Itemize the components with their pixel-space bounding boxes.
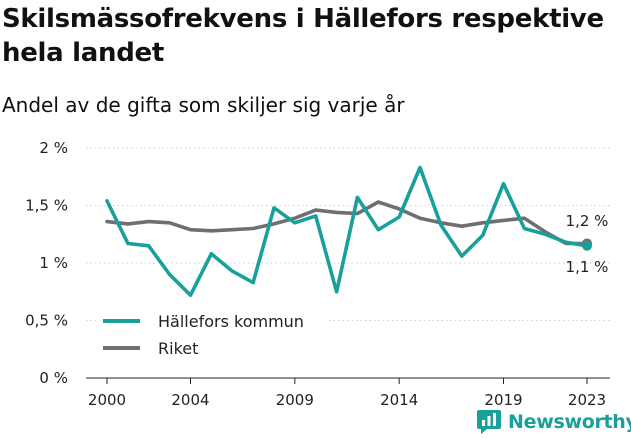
- y-tick-label: 1 %: [39, 254, 68, 272]
- brand-name: Newsworthy: [508, 411, 631, 433]
- x-tick-label: 2000: [88, 391, 126, 409]
- y-tick-label: 1,5 %: [25, 197, 68, 215]
- brand: Newsworthy: [476, 407, 631, 437]
- legend-label: Hällefors kommun: [158, 312, 304, 331]
- end-label-riket: 1,2 %: [566, 212, 609, 230]
- end-markers: 1,2 % 1,1 %: [566, 212, 609, 276]
- chart-subtitle: Andel av de gifta som skiljer sig varje …: [2, 93, 405, 117]
- legend: Hällefors kommun Riket: [96, 310, 328, 366]
- chart-title: Skilsmässofrekvens i Hällefors respektiv…: [2, 4, 604, 68]
- grid-lines: [86, 147, 610, 379]
- legend-label: Riket: [158, 339, 198, 358]
- newsworthy-logo-icon: [477, 410, 501, 434]
- x-tick-label: 2004: [171, 391, 209, 409]
- series-lines: [105, 165, 589, 297]
- y-tick-label: 0 %: [39, 369, 68, 387]
- series-line-riket: [105, 200, 589, 246]
- y-axis: 0 % 0,5 % 1 % 1,5 % 2 %: [25, 139, 68, 387]
- x-tick-label: 2023: [568, 391, 606, 409]
- y-tick-label: 0,5 %: [25, 312, 68, 330]
- x-tick-label: 2009: [276, 391, 314, 409]
- end-label-hallefors: 1,1 %: [566, 258, 609, 276]
- x-tick-label: 2019: [484, 391, 522, 409]
- y-tick-label: 2 %: [39, 139, 68, 157]
- x-tick-label: 2014: [380, 391, 418, 409]
- series-line-hallefors: [105, 165, 589, 297]
- x-axis: 2000 2004 2009 2014 2019 2023: [88, 378, 606, 409]
- end-marker-hallefors: [582, 240, 592, 251]
